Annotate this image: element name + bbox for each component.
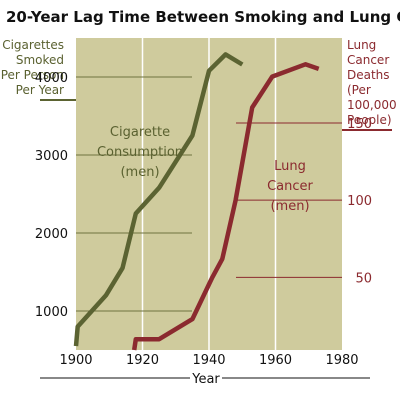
right-axis-label-line: 100,000 — [347, 98, 397, 112]
x-tick-label: 1960 — [259, 353, 292, 368]
right-axis-label-line: (Per — [347, 83, 371, 97]
series-label-lung-cancer: Cancer — [267, 179, 313, 194]
series-label-cigarettes: Cigarette — [110, 125, 170, 140]
x-tick-label: 1940 — [192, 353, 225, 368]
right-axis-label-line: Lung — [347, 38, 376, 52]
x-axis-label: Year — [191, 372, 220, 387]
chart-title: 20-Year Lag Time Between Smoking and Lun… — [6, 8, 400, 26]
left-tick-label: 1000 — [35, 305, 68, 320]
right-tick-label: 100 — [347, 194, 372, 209]
x-tick-label: 1920 — [126, 353, 159, 368]
x-tick-label: 1900 — [59, 353, 92, 368]
left-axis-label-line: Smoked — [16, 53, 64, 67]
x-tick-label: 1980 — [325, 353, 358, 368]
series-label-lung-cancer: (men) — [270, 199, 309, 214]
right-axis-label-line: Cancer — [347, 53, 389, 67]
left-axis-label-line: Cigarettes — [2, 38, 64, 52]
series-label-cigarettes: Consumption — [97, 145, 183, 160]
right-tick-label: 50 — [355, 271, 372, 286]
right-axis-label-line: Deaths — [347, 68, 390, 82]
left-tick-label: 2000 — [35, 227, 68, 242]
left-tick-label: 3000 — [35, 149, 68, 164]
series-label-lung-cancer: Lung — [274, 159, 306, 174]
right-tick-label: 150 — [347, 117, 372, 132]
left-tick-label: 4000 — [35, 71, 68, 86]
series-label-cigarettes: (men) — [120, 165, 159, 180]
